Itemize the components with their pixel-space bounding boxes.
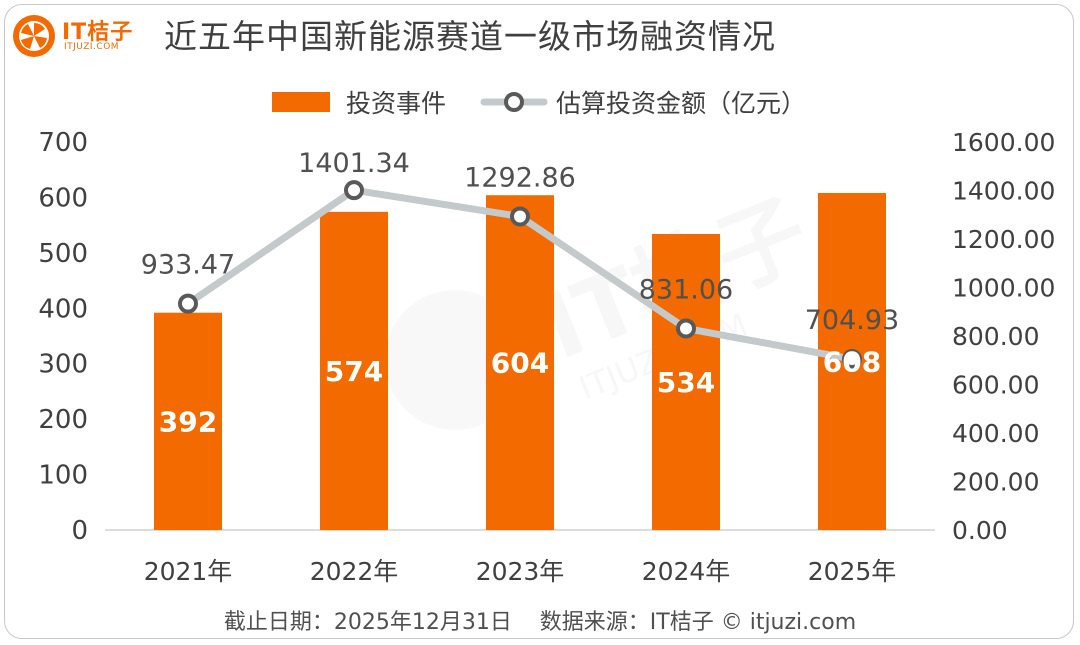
chart-frame	[4, 4, 1074, 639]
left-tick-label: 300	[38, 350, 88, 380]
line-point-marker	[676, 318, 696, 339]
line-value-label: 1401.34	[298, 148, 410, 179]
line-point-marker	[842, 349, 862, 370]
right-tick-label: 1000.00	[952, 274, 1055, 303]
orange-logo-icon	[13, 15, 55, 57]
right-tick-label: 1200.00	[952, 225, 1055, 254]
bar-labels: 392 574 604 534 608	[159, 345, 881, 438]
bar	[652, 234, 720, 531]
left-tick-label: 0	[71, 516, 88, 546]
watermark: IT桔子 ITJUZI.COM	[385, 180, 823, 430]
left-tick-label: 200	[38, 405, 88, 435]
legend-line-label: 估算投资金额（亿元）	[556, 89, 806, 118]
line-point-marker	[344, 180, 364, 201]
left-tick-label: 600	[38, 183, 88, 213]
left-tick-label: 400	[38, 294, 88, 324]
chart-title: 近五年中国新能源赛道一级市场融资情况	[164, 17, 776, 56]
brand-logo: IT桔子 ITJUZI.COM	[12, 10, 162, 62]
line-point-marker	[510, 206, 530, 227]
right-tick-label: 1600.00	[952, 128, 1055, 157]
right-tick-label: 800.00	[952, 322, 1039, 351]
line-point-marker	[178, 293, 198, 314]
right-tick-label: 1400.00	[952, 177, 1055, 206]
line-value-label: 933.47	[141, 250, 235, 281]
brand-subtitle: ITJUZI.COM	[64, 42, 120, 52]
line-value-label: 831.06	[639, 274, 733, 305]
bar-value-label: 574	[325, 355, 383, 388]
right-axis: 0.00 200.00 400.00 600.00 800.00 1000.00 1200.…	[952, 128, 1055, 545]
brand-name: IT桔子	[62, 20, 134, 45]
bar-value-label: 608	[823, 345, 881, 378]
legend: 投资事件 估算投资金额（亿元）	[272, 89, 806, 118]
bar	[320, 211, 388, 530]
x-axis: 2021年 2022年 2023年 2024年 2025年	[144, 557, 897, 586]
bar	[486, 195, 554, 530]
bar-value-label: 534	[657, 366, 715, 399]
left-tick-label: 100	[38, 461, 88, 491]
left-tick-label: 500	[38, 239, 88, 269]
right-tick-label: 0.00	[952, 516, 1008, 545]
bar-value-label: 604	[491, 347, 549, 380]
right-tick-label: 200.00	[952, 468, 1039, 497]
legend-bar-swatch	[272, 92, 330, 112]
right-tick-label: 400.00	[952, 419, 1039, 448]
line-series	[178, 180, 862, 370]
x-tick-label: 2022年	[310, 557, 399, 586]
x-tick-label: 2021年	[144, 557, 233, 586]
line-value-label: 1292.86	[464, 162, 576, 193]
footer-source: 截止日期：2025年12月31日 数据来源：IT桔子 © itjuzi.com	[223, 610, 857, 635]
legend-bar-label: 投资事件	[346, 89, 446, 118]
bar	[154, 312, 222, 530]
bar-value-label: 392	[159, 405, 217, 438]
point-labels: 933.47 1401.34 1292.86 831.06 704.93	[141, 148, 899, 336]
x-tick-label: 2023年	[476, 557, 565, 586]
left-axis: 0 100 200 300 400 500 600 700	[38, 128, 88, 546]
x-tick-label: 2024年	[642, 557, 731, 586]
bar-series	[154, 192, 886, 531]
x-tick-label: 2025年	[808, 557, 897, 586]
right-tick-label: 600.00	[952, 371, 1039, 400]
line-value-label: 704.93	[805, 305, 899, 336]
left-tick-label: 700	[38, 128, 88, 158]
legend-line-marker	[504, 92, 524, 112]
